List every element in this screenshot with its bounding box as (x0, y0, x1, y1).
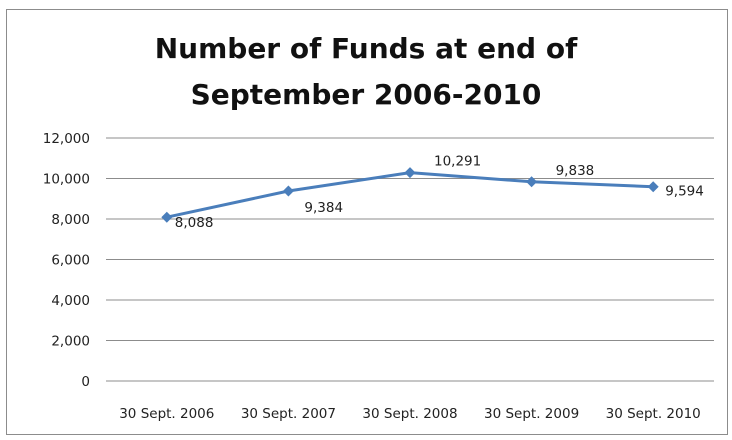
y-tick-label: 10,000 (43, 172, 90, 188)
data-point (282, 185, 294, 197)
series-line-path (166, 171, 654, 219)
chart-title-line-1: Number of Funds at end of (155, 32, 578, 65)
x-tick-label: 30 Sept. 2008 (362, 406, 457, 422)
y-tick-label: 6,000 (51, 253, 90, 269)
data-point (647, 181, 659, 193)
y-axis-ticks: 0 2,000 4,000 6,000 8,000 10,000 12,000 (43, 131, 90, 390)
x-tick-label: 30 Sept. 2007 (241, 406, 336, 422)
x-axis-ticks: 30 Sept. 2006 30 Sept. 2007 30 Sept. 2008 3… (119, 406, 701, 422)
data-point (404, 167, 416, 179)
y-tick-label: 4,000 (51, 293, 90, 309)
data-label: 9,838 (556, 163, 595, 179)
data-point (161, 211, 173, 223)
data-labels: 8,088 9,384 10,291 9,838 9,594 (175, 154, 704, 232)
chart-frame (6, 9, 728, 435)
x-tick-label: 30 Sept. 2010 (606, 406, 701, 422)
y-tick-label: 8,000 (51, 212, 90, 228)
data-label: 9,384 (304, 200, 343, 216)
chart-title-line-2: September 2006-2010 (191, 78, 542, 111)
data-point (526, 176, 538, 188)
gridlines (106, 137, 714, 382)
series-line (161, 167, 659, 223)
data-label: 10,291 (434, 154, 481, 170)
y-tick-label: 12,000 (43, 131, 90, 147)
y-tick-label: 2,000 (51, 334, 90, 350)
y-tick-label: 0 (81, 374, 90, 390)
x-tick-label: 30 Sept. 2009 (484, 406, 579, 422)
data-label: 8,088 (175, 215, 214, 231)
data-label: 9,594 (665, 184, 704, 200)
x-tick-label: 30 Sept. 2006 (119, 406, 214, 422)
